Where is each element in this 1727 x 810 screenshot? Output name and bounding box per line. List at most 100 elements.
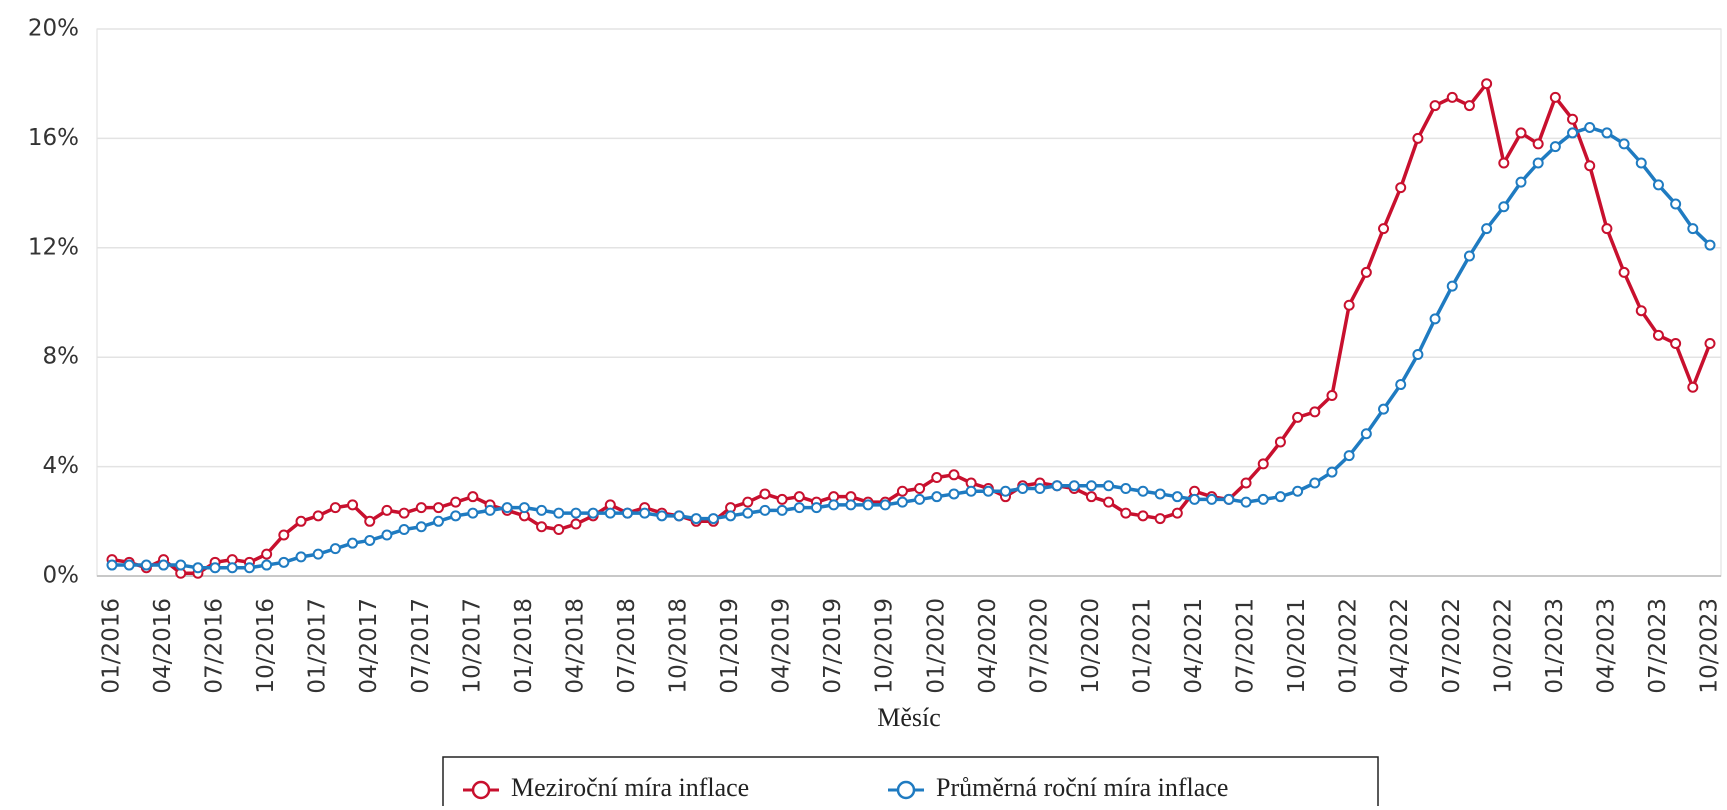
point: [862, 499, 874, 511]
x-tick-label: 04/2016: [150, 598, 176, 694]
point: [828, 499, 840, 511]
point: [1240, 496, 1252, 508]
point: [381, 504, 393, 516]
point: [707, 513, 719, 525]
point: [931, 472, 943, 484]
point: [948, 488, 960, 500]
point: [295, 515, 307, 527]
y-tick-label: 8%: [43, 344, 80, 370]
point: [1240, 477, 1252, 489]
y-tick-label: 12%: [28, 234, 79, 260]
point: [1103, 480, 1115, 492]
point: [1446, 91, 1458, 103]
x-tick-label: 07/2016: [202, 598, 228, 694]
point: [587, 507, 599, 519]
point: [432, 515, 444, 527]
point: [1687, 381, 1699, 393]
point: [329, 502, 341, 514]
point: [1257, 458, 1269, 470]
point: [1463, 250, 1475, 262]
x-tick-label: 04/2019: [769, 598, 795, 694]
point: [1584, 160, 1596, 172]
point: [1567, 113, 1579, 125]
point: [759, 504, 771, 516]
point: [312, 510, 324, 522]
point: [123, 559, 135, 571]
point: [1549, 91, 1561, 103]
point: [158, 559, 170, 571]
point: [570, 518, 582, 530]
point: [1171, 507, 1183, 519]
point: [106, 559, 118, 571]
point: [1274, 436, 1286, 448]
point: [261, 559, 273, 571]
point: [1378, 223, 1390, 235]
point: [1481, 223, 1493, 235]
point: [1274, 491, 1286, 503]
point: [1463, 100, 1475, 112]
point: [1206, 493, 1218, 505]
point: [1618, 266, 1630, 278]
point: [1154, 488, 1166, 500]
point: [347, 537, 359, 549]
point: [1395, 379, 1407, 391]
point: [1567, 127, 1579, 139]
point: [1000, 485, 1012, 497]
x-tick-label: 04/2023: [1593, 598, 1619, 694]
legend-marker: [471, 780, 491, 800]
point: [1326, 389, 1338, 401]
point: [467, 491, 479, 503]
series-line: [111, 81, 1712, 576]
point: [553, 507, 565, 519]
point: [793, 502, 805, 514]
point: [1446, 280, 1458, 292]
point: [1704, 239, 1716, 251]
point: [1137, 485, 1149, 497]
point: [1652, 179, 1664, 191]
point: [1532, 157, 1544, 169]
point: [742, 507, 754, 519]
point: [1652, 329, 1664, 341]
point: [690, 513, 702, 525]
point: [347, 499, 359, 511]
point: [1326, 466, 1338, 478]
point: [914, 493, 926, 505]
point: [1549, 141, 1561, 153]
x-tick-label: 01/2023: [1542, 598, 1568, 694]
x-tick-label: 04/2022: [1387, 598, 1413, 694]
point: [450, 510, 462, 522]
x-tick-label: 01/2019: [717, 598, 743, 694]
point: [467, 507, 479, 519]
point: [1171, 491, 1183, 503]
point: [1670, 338, 1682, 350]
point: [1309, 406, 1321, 418]
x-tick-label: 04/2017: [356, 598, 382, 694]
point: [1635, 157, 1647, 169]
point: [1120, 482, 1132, 494]
point: [398, 507, 410, 519]
x-tick-label: 07/2020: [1026, 598, 1052, 694]
point: [1257, 493, 1269, 505]
point: [1309, 477, 1321, 489]
point: [656, 510, 668, 522]
point: [1017, 482, 1029, 494]
point: [415, 502, 427, 514]
plot-frame: [96, 28, 1722, 577]
point: [1120, 507, 1132, 519]
point: [536, 521, 548, 533]
point: [1189, 493, 1201, 505]
x-tick-label: 10/2016: [253, 598, 279, 694]
point: [536, 504, 548, 516]
point: [1051, 480, 1063, 492]
point: [398, 524, 410, 536]
point: [1343, 450, 1355, 462]
point: [261, 548, 273, 560]
point: [192, 562, 204, 574]
point: [1292, 411, 1304, 423]
point: [450, 496, 462, 508]
x-tick-label: 04/2018: [562, 598, 588, 694]
point: [1412, 132, 1424, 144]
x-tick-label: 01/2021: [1129, 598, 1155, 694]
y-tick-label: 0%: [43, 563, 80, 589]
